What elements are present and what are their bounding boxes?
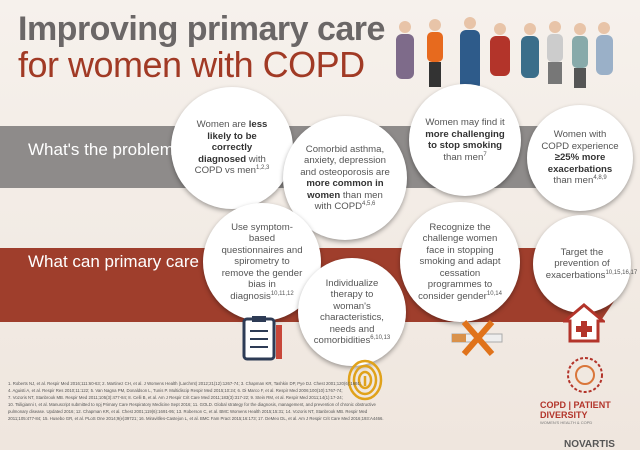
reference-line: 1. Roberts NJ, et al. Respir Med 2016;11… — [8, 381, 362, 386]
bubble-text: Use symptom-based questionnaires and spi… — [218, 222, 305, 303]
citation: 10,11,12 — [270, 290, 294, 297]
text: Comorbid asthma, anxiety, depression and… — [300, 143, 390, 178]
problem-label: What's the problem? — [28, 140, 184, 159]
emphasis: more challenging to stop smoking — [425, 128, 505, 152]
bubble-text: Women with COPD experience ≥25% more exa… — [541, 129, 619, 187]
logo-area: COPD | PATIENT DIVERSITY WOMEN'S HEALTH … — [540, 355, 640, 450]
text: Use symptom-based questionnaires and spi… — [221, 221, 303, 302]
bubble-text: Women may find it more challenging to st… — [424, 117, 507, 163]
bubble-text: Women are less likely to be correctly di… — [187, 119, 277, 177]
logo-icon — [567, 357, 603, 393]
women-illustration — [396, 17, 613, 90]
citation: 1,2,3 — [255, 165, 270, 172]
text: Recognize the challenge women face in st… — [418, 221, 501, 302]
bubble-text: Target the prevention of exacerbations10… — [545, 246, 637, 282]
text: than men with COPD — [314, 189, 383, 213]
title-line-1: Improving primary care — [18, 10, 385, 48]
citation: 7 — [483, 151, 487, 158]
reference-line: 2011;105:477-84; 15. Husebo GR, et al. P… — [8, 416, 384, 421]
fingerprint-icon — [347, 359, 383, 401]
bubble: Women may find it more challenging to st… — [409, 84, 521, 196]
text: with COPD vs men — [194, 153, 266, 177]
bubble-text: Comorbid asthma, anxiety, depression and… — [299, 144, 391, 213]
bubble: Comorbid asthma, anxiety, depression and… — [283, 116, 407, 240]
text: Target the prevention of exacerbations — [545, 246, 610, 281]
text: Women may find it — [425, 117, 505, 128]
bubble: Women with COPD experience ≥25% more exa… — [527, 105, 633, 211]
logo-tagline: WOMEN'S HEALTH & COPD — [540, 420, 593, 425]
bubble: Women are less likely to be correctly di… — [171, 87, 293, 209]
reference-line: 4. Aguisti A, et al. Respir Res 2010;11:… — [8, 388, 343, 393]
citation: 10,14 — [486, 290, 502, 297]
text: than men — [553, 175, 594, 187]
citation: 4,8,9 — [593, 175, 607, 182]
reference-line: 7. Vozoris NT, Stanbrook MB. Respir Med … — [8, 395, 343, 400]
house-icon — [563, 303, 605, 343]
clipboard-icon — [242, 316, 282, 361]
citation: 4,5,6 — [362, 200, 376, 207]
reference-line: 10. Tsiligianni I, et al. Manuscript sub… — [8, 402, 376, 407]
reference-line: pulmonary disease. Updated 2016; 12. Cha… — [8, 409, 368, 414]
bubble: Use symptom-based questionnaires and spi… — [203, 203, 321, 321]
bubble: Recognize the challenge women face in st… — [400, 202, 520, 322]
emphasis: more common in women — [306, 178, 384, 201]
text: Individualize therapy to woman's charact… — [313, 277, 384, 347]
copd-logo: COPD | PATIENT DIVERSITY — [540, 400, 611, 420]
sponsor: NOVARTIS — [564, 439, 615, 450]
no-smoking-icon — [451, 320, 503, 356]
text: than men — [443, 151, 484, 163]
text: Women with COPD experience — [541, 129, 619, 152]
emphasis: less likely to be correctly diagnosed — [198, 119, 268, 165]
bubble-text: Individualize therapy to woman's charact… — [312, 278, 392, 347]
citation: 10,15,16,17 — [605, 269, 638, 276]
bubble: Target the prevention of exacerbations10… — [533, 215, 637, 313]
references: 1. Roberts NJ, et al. Respir Med 2016;11… — [8, 380, 553, 422]
bubble: Individualize therapy to woman's charact… — [298, 258, 406, 366]
text: Women are — [196, 119, 249, 131]
emphasis: ≥25% more exacerbations — [547, 152, 613, 175]
bubble-text: Recognize the challenge women face in st… — [416, 222, 505, 303]
citation: 6,10,13 — [370, 334, 391, 341]
title-line-2: for women with COPD — [18, 44, 365, 85]
